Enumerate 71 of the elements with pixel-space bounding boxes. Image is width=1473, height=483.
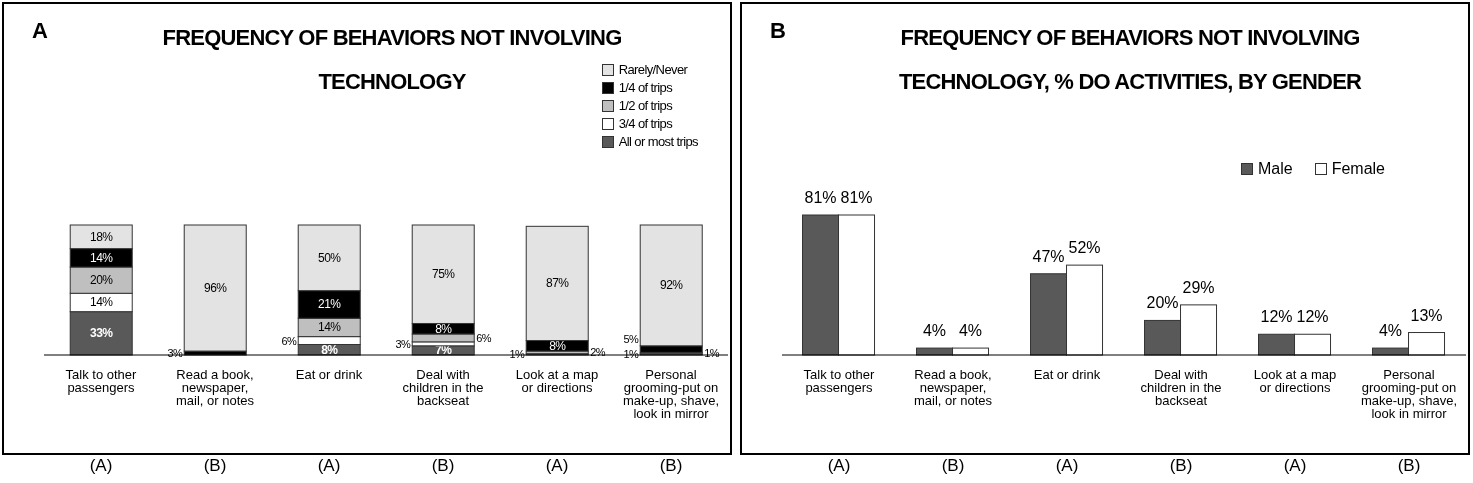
data-label: 14% <box>318 320 342 335</box>
text: (B) <box>941 456 965 475</box>
data-label: 92% <box>660 278 684 293</box>
data-label: 1% <box>704 347 720 360</box>
text: (B) <box>431 456 455 475</box>
legend-label: 1/4 of trips <box>618 80 673 95</box>
legend-label: 3/4 of trips <box>618 116 673 131</box>
legend-label: Male <box>1257 160 1293 178</box>
x-tick-label: Eat or drink <box>1033 367 1101 382</box>
data-label: 8% <box>321 342 339 357</box>
data-label: 2% <box>590 346 606 359</box>
data-label: 4% <box>958 322 983 340</box>
data-label: 1% <box>509 348 526 361</box>
text: (A) <box>1055 456 1079 475</box>
data-label: 4% <box>1378 322 1403 340</box>
chart-title: FREQUENCY OF BEHAVIORS NOT INVOLVING TECHNOLOGY, % DO ACTIVITIES, BY GENDER <box>897 24 1363 96</box>
data-label: 52% <box>1068 239 1101 257</box>
data-label: 12% <box>1260 308 1293 326</box>
text: B <box>770 18 786 44</box>
data-label: 14% <box>90 250 114 265</box>
x-tick-label: Deal with children in the backseat <box>1140 367 1222 408</box>
data-label: 14% <box>90 295 114 310</box>
text: (A) <box>317 456 341 475</box>
x-tick-label: Deal with children in the backseat <box>402 367 484 408</box>
x-tick-label: Personal grooming-put on make-up, shave, look in mirror <box>1360 367 1458 421</box>
data-label: 87% <box>546 276 570 291</box>
data-label: 5% <box>623 333 640 346</box>
data-label: 21% <box>318 297 342 312</box>
data-label: 8% <box>435 321 453 336</box>
text: (A) <box>545 456 569 475</box>
data-label: 96% <box>204 281 228 296</box>
data-label: 47% <box>1032 247 1065 265</box>
text: (A) <box>89 456 113 475</box>
data-label: 6% <box>476 331 492 344</box>
data-label: 50% <box>318 250 342 265</box>
x-tick-label: Look at a map or directions <box>515 367 599 395</box>
data-label: 4% <box>922 322 947 340</box>
x-tick-label: Look at a map or directions <box>1253 367 1337 395</box>
legend-label: Female <box>1331 160 1385 178</box>
text: (B) <box>1169 456 1193 475</box>
data-label: 75% <box>432 267 456 282</box>
text: (B) <box>1397 456 1421 475</box>
data-label: 20% <box>1146 294 1179 312</box>
data-label: 6% <box>281 334 298 347</box>
x-tick-label: Eat or drink <box>295 367 363 382</box>
x-tick-label: Talk to other passengers <box>65 367 138 395</box>
data-label: 20% <box>90 273 114 288</box>
legend-label: 1/2 of trips <box>618 98 673 113</box>
legend-label: Rarely/Never <box>618 62 688 77</box>
data-label: 8% <box>549 338 567 353</box>
x-tick-label: Read a book, newspaper, mail, or notes <box>913 367 993 408</box>
data-label: 81% <box>840 189 873 206</box>
x-tick-label: Personal grooming-put on make-up, shave, look in mirror <box>622 367 720 421</box>
data-label: 3% <box>167 347 184 360</box>
data-label: 3% <box>395 337 412 350</box>
legend-label: All or most trips <box>618 134 698 149</box>
x-tick-label: Talk to other passengers <box>803 367 876 395</box>
data-label: 12% <box>1296 308 1329 326</box>
text: (A) <box>1283 456 1307 475</box>
text: (B) <box>659 456 683 475</box>
data-label: 29% <box>1182 278 1215 296</box>
data-label: 1% <box>623 348 640 361</box>
data-label: 18% <box>90 229 114 244</box>
text: (B) <box>203 456 227 475</box>
data-label: 33% <box>90 326 114 341</box>
text: (A) <box>827 456 851 475</box>
text: A <box>32 18 48 44</box>
x-tick-label: Read a book, newspaper, mail, or notes <box>175 367 255 408</box>
data-label: 81% <box>804 189 837 206</box>
data-label: 7% <box>435 343 453 358</box>
data-label: 13% <box>1410 306 1443 324</box>
